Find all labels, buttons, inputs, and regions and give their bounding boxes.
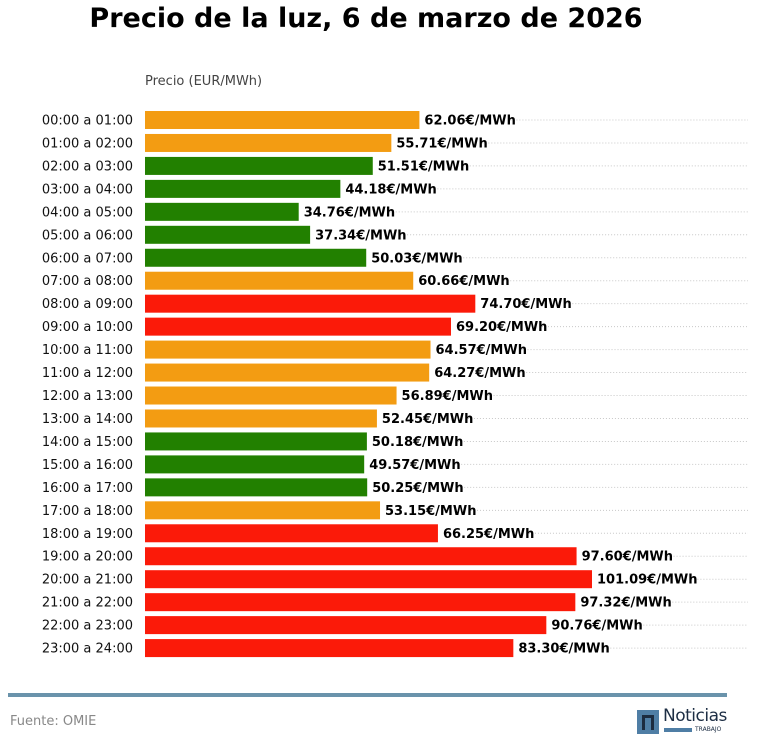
value-label: 83.30€/MWh <box>518 642 609 657</box>
bar <box>145 639 514 658</box>
bar <box>145 455 365 474</box>
value-label: 50.18€/MWh <box>372 435 463 450</box>
value-label: 56.89€/MWh <box>402 389 493 404</box>
bar <box>145 501 381 520</box>
logo-wordmark: Noticias <box>663 706 727 726</box>
category-label: 10:00 a 11:00 <box>42 343 133 358</box>
bar <box>145 478 368 497</box>
category-label: 21:00 a 22:00 <box>42 596 133 611</box>
value-label: 55.71€/MWh <box>396 136 487 151</box>
bar <box>145 271 414 290</box>
category-label: 17:00 a 18:00 <box>42 504 133 519</box>
bar <box>145 409 377 428</box>
brand-logo: Noticias TRABAJO <box>637 706 729 735</box>
value-label: 62.06€/MWh <box>424 114 515 129</box>
category-label: 08:00 a 09:00 <box>42 297 133 312</box>
category-label: 11:00 a 12:00 <box>42 366 133 381</box>
bar <box>145 294 476 313</box>
category-label: 03:00 a 04:00 <box>42 182 133 197</box>
value-label: 34.76€/MWh <box>304 205 395 220</box>
bar <box>145 570 592 589</box>
bar-chart: 00:00 a 01:00 62.06€/MWh 01:00 a 02:00 55.7… <box>42 111 748 658</box>
bar <box>145 225 311 244</box>
logo-icon <box>637 710 659 734</box>
bar <box>145 202 299 221</box>
category-label: 15:00 a 16:00 <box>42 458 133 473</box>
category-label: 01:00 a 02:00 <box>42 136 133 151</box>
value-label: 53.15€/MWh <box>385 504 476 519</box>
value-label: 66.25€/MWh <box>443 527 534 542</box>
bar <box>145 616 547 635</box>
value-label: 97.32€/MWh <box>580 596 671 611</box>
category-label: 20:00 a 21:00 <box>42 573 133 588</box>
bar <box>145 133 392 152</box>
value-label: 51.51€/MWh <box>378 159 469 174</box>
category-label: 04:00 a 05:00 <box>42 205 133 220</box>
category-label: 12:00 a 13:00 <box>42 389 133 404</box>
value-label: 37.34€/MWh <box>315 228 406 243</box>
category-label: 05:00 a 06:00 <box>42 228 133 243</box>
value-label: 69.20€/MWh <box>456 320 547 335</box>
value-label: 60.66€/MWh <box>418 274 509 289</box>
category-label: 22:00 a 23:00 <box>42 619 133 634</box>
category-label: 09:00 a 10:00 <box>42 320 133 335</box>
category-label: 00:00 a 01:00 <box>42 114 133 129</box>
category-label: 07:00 a 08:00 <box>42 274 133 289</box>
category-label: 13:00 a 14:00 <box>42 412 133 427</box>
value-label: 64.27€/MWh <box>434 366 525 381</box>
axis-title: Precio (EUR/MWh) <box>145 74 263 89</box>
bar <box>145 547 577 566</box>
logo-underline <box>664 728 692 732</box>
bar <box>145 432 367 451</box>
bar <box>145 111 420 129</box>
bar <box>145 386 397 405</box>
category-label: 16:00 a 17:00 <box>42 481 133 496</box>
value-label: 52.45€/MWh <box>382 412 473 427</box>
category-label: 06:00 a 07:00 <box>42 251 133 266</box>
category-label: 19:00 a 20:00 <box>42 550 133 565</box>
value-label: 101.09€/MWh <box>597 573 698 588</box>
category-label: 02:00 a 03:00 <box>42 159 133 174</box>
value-label: 97.60€/MWh <box>582 550 673 565</box>
bar <box>145 179 341 198</box>
value-label: 44.18€/MWh <box>345 182 436 197</box>
category-label: 14:00 a 15:00 <box>42 435 133 450</box>
value-label: 90.76€/MWh <box>551 619 642 634</box>
bar <box>145 363 430 382</box>
bar <box>145 156 373 175</box>
footer-divider <box>8 693 727 697</box>
bar <box>145 524 438 543</box>
bar <box>145 317 451 336</box>
value-label: 50.25€/MWh <box>372 481 463 496</box>
chart-title: Precio de la luz, 6 de marzo de 2026 <box>89 3 643 34</box>
logo-subtitle: TRABAJO <box>695 726 722 733</box>
category-label: 18:00 a 19:00 <box>42 527 133 542</box>
value-label: 74.70€/MWh <box>480 297 571 312</box>
category-label: 23:00 a 24:00 <box>42 642 133 657</box>
bar <box>145 593 576 612</box>
source-note: Fuente: OMIE <box>10 714 97 729</box>
value-label: 50.03€/MWh <box>371 251 462 266</box>
bar <box>145 340 431 359</box>
bar <box>145 248 367 267</box>
value-label: 64.57€/MWh <box>436 343 527 358</box>
value-label: 49.57€/MWh <box>369 458 460 473</box>
